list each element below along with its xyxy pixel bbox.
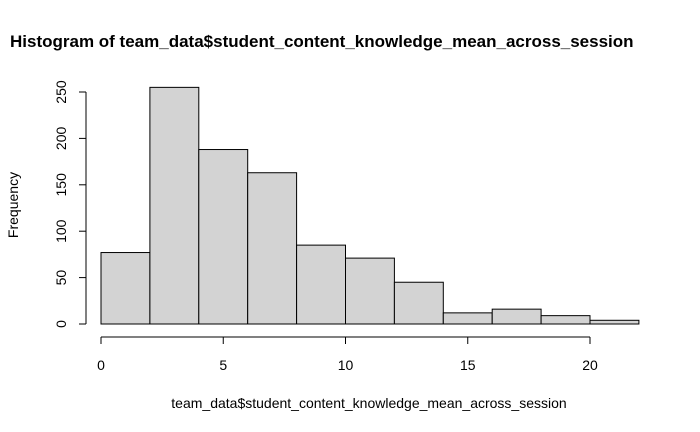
x-tick-label-4: 20 <box>582 357 598 373</box>
histogram-bar-2 <box>198 149 249 325</box>
histogram-bar-9 <box>540 315 591 325</box>
x-tick-label-0: 0 <box>97 357 105 373</box>
y-tick-label-0: 0 <box>53 320 69 328</box>
histogram-bar-5 <box>345 257 395 325</box>
x-tick-label-3: 15 <box>460 357 476 373</box>
histogram-bar-7 <box>442 312 493 325</box>
histogram-bar-1 <box>149 86 200 325</box>
histogram-bar-0 <box>100 252 151 325</box>
y-axis: 0 50 100 150 200 250 <box>53 80 87 328</box>
x-tick-label-1: 5 <box>219 357 227 373</box>
y-tick-label-3: 150 <box>53 173 69 197</box>
histogram-bar-10 <box>589 319 640 325</box>
chart-title: Histogram of team_data$student_content_k… <box>10 32 634 51</box>
y-tick-label-4: 200 <box>53 127 69 151</box>
histogram-bar-6 <box>393 281 444 325</box>
histogram-bar-3 <box>247 172 298 325</box>
x-axis: 0 5 10 15 20 <box>97 336 598 373</box>
y-tick-label-5: 250 <box>53 80 69 104</box>
x-axis-label: team_data$student_content_knowledge_mean… <box>171 395 566 411</box>
bars-group <box>100 86 640 325</box>
y-axis-label: Frequency <box>5 172 21 238</box>
histogram-bar-8 <box>491 308 542 325</box>
y-tick-label-1: 50 <box>53 270 69 286</box>
y-tick-label-2: 100 <box>53 219 69 243</box>
x-tick-label-2: 10 <box>338 357 354 373</box>
histogram-bar-4 <box>296 244 347 325</box>
